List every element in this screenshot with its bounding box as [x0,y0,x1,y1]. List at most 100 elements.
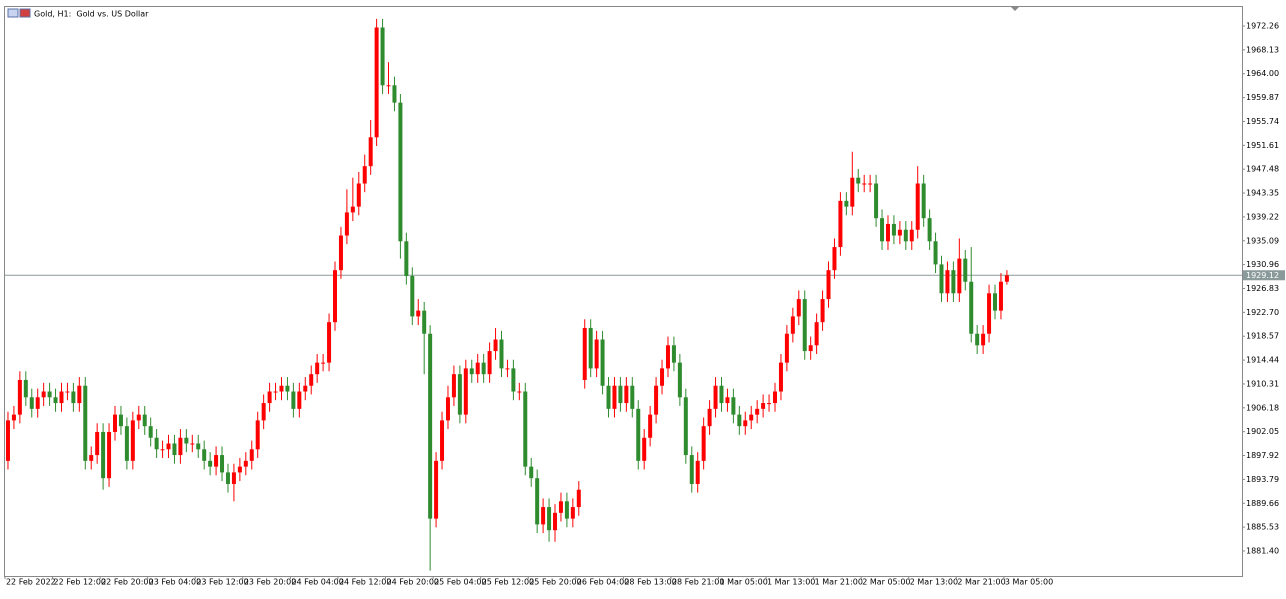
x-tick-label: 25 Feb 04:00 [434,578,486,587]
y-tick-label: 1889.66 [1246,499,1279,508]
candle-body [29,397,34,409]
candle-body [172,443,177,456]
candle-body [648,414,653,438]
candle-body [731,397,736,415]
candle-body [362,166,367,184]
candle-body [862,183,867,185]
candle-body [618,385,623,404]
candle-body [529,466,534,479]
candle-body [761,403,766,409]
candle-body [178,437,183,456]
candle-body [802,299,807,352]
candle-body [89,455,94,461]
candle-body [975,333,980,346]
candle-body [463,368,468,415]
candle-body [136,414,141,421]
candle-body [998,281,1003,311]
candle-body [315,362,320,375]
candle-body [796,299,801,317]
candle-body [160,449,165,451]
candle-body [124,426,129,461]
candle-body [23,379,28,398]
candle-body [600,339,605,386]
candle-body [398,102,403,242]
candle-body [511,368,516,392]
candle-body [921,183,926,219]
shift-marker [1011,7,1019,11]
candle-body [499,339,504,369]
candle-body [130,420,135,461]
plot-frame [4,6,1243,577]
candle-body [945,270,950,294]
candle-body [517,391,522,393]
candle-body [951,270,956,294]
y-tick-label: 1881.40 [1246,546,1279,555]
x-tick-label: 1 Mar 05:00 [719,578,767,587]
candle-body [83,385,88,461]
candle-body [915,183,920,230]
y-tick-label: 1922.70 [1246,308,1279,317]
candle-body [35,397,40,409]
x-tick-label: 3 Mar 05:00 [1005,578,1053,587]
candle-body [487,351,492,375]
candle-body [148,426,153,438]
y-tick-label: 1955.74 [1246,117,1279,126]
candle-body [642,437,647,461]
x-tick-label: 26 Feb 04:00 [577,578,629,587]
candle-body [695,460,700,484]
candle-body [773,391,778,404]
candle-body [142,414,147,427]
y-tick-label: 1947.48 [1246,165,1279,174]
candle-body [820,299,825,323]
candle-body [445,397,450,421]
candle-body [220,455,225,473]
candle-body [701,426,706,461]
candle-body [790,316,795,334]
y-tick-label: 1968.13 [1246,45,1279,54]
x-tick-label: 2 Mar 21:00 [957,578,1005,587]
candle-body [225,472,230,484]
x-tick-label: 25 Feb 20:00 [529,578,581,587]
candle-body [17,379,22,415]
candle-body [553,512,558,531]
candle-body [903,229,908,242]
y-tick-label: 1930.96 [1246,260,1279,269]
candle-body [558,501,563,513]
candle-body [5,420,10,461]
y-tick-label: 1885.53 [1246,523,1279,532]
candle-body [993,293,998,311]
candle-body [778,362,783,392]
candle-body [279,385,284,392]
candle-body [570,507,575,519]
chart-title: Gold, H1: Gold vs. US Dollar [34,10,149,19]
candle-body [327,322,332,363]
candle-body [237,466,242,473]
candle-body [113,414,118,432]
candle-body [749,414,754,421]
candle-body [11,414,16,421]
candle-body [392,85,397,103]
candle-body [874,183,879,219]
candle-body [707,408,712,427]
candle-body [118,414,123,427]
candle-body [737,414,742,427]
x-tick-label: 28 Feb 21:00 [672,578,724,587]
candle-body [469,368,474,375]
candle-body [404,241,409,276]
candle-body [868,183,873,185]
candle-body [713,385,718,409]
candle-body [636,408,641,461]
candle-body [832,247,837,271]
candle-body [107,431,112,479]
candle-body [957,258,962,294]
candle-body [927,218,932,242]
current-price-box [1243,270,1285,281]
y-tick-label: 1926.83 [1246,284,1279,293]
candle-body [249,449,254,461]
candle-body [166,443,171,450]
candle-body [969,281,974,334]
y-tick-label: 1959.87 [1246,93,1279,102]
candle-body [844,200,849,207]
candle-body [267,391,272,404]
